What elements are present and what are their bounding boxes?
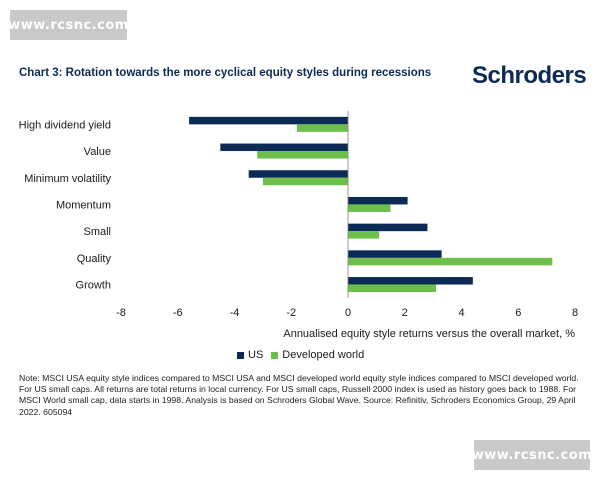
chart-title: Chart 3: Rotation towards the more cycli…: [19, 67, 432, 79]
legend-label-us: US: [248, 349, 264, 361]
legend-swatch-us: [237, 351, 244, 359]
x-tick-label: -4: [230, 307, 240, 319]
legend-label-developed-world: Developed world: [282, 349, 365, 361]
bar-developed-world-small: [348, 231, 380, 239]
bar-developed-world-growth: [348, 284, 436, 293]
bar-developed-world-value: [257, 151, 348, 159]
bar-us-high-dividend-yield: [189, 116, 348, 125]
bar-us-quality: [348, 250, 442, 258]
brand-logo: Schroders: [472, 62, 587, 89]
legend-swatch-developed-world: [271, 351, 279, 359]
x-tick-label: 0: [345, 307, 351, 319]
category-label-quality: Quality: [77, 253, 112, 265]
legend-item-us: US: [237, 349, 263, 361]
bar-us-minimum-volatility: [248, 170, 348, 178]
legend: US Developed world: [237, 349, 364, 361]
chart-note: Note: MSCI USA equity style indices comp…: [19, 373, 579, 417]
category-label-small: Small: [83, 226, 111, 238]
watermark-top: www.rcsnc.com: [8, 10, 128, 40]
category-label-growth: Growth: [76, 280, 111, 292]
category-label-momentum: Momentum: [56, 199, 111, 211]
x-tick-label: -8: [116, 307, 126, 319]
bar-us-growth: [348, 277, 473, 285]
bar-us-small: [348, 223, 428, 232]
category-label-minimum-volatility: Minimum volatility: [24, 173, 111, 185]
x-tick-label: 2: [402, 307, 408, 319]
bar-us-momentum: [348, 196, 408, 205]
x-axis-label: Annualised equity style returns versus t…: [283, 328, 575, 340]
bar-developed-world-high-dividend-yield: [296, 124, 348, 132]
watermark-bottom: www.rcsnc.com: [472, 440, 592, 470]
bar-developed-world-momentum: [348, 204, 391, 212]
x-tick-label: 4: [458, 307, 464, 319]
x-tick-label: -6: [173, 307, 183, 319]
category-label-high-dividend-yield: High dividend yield: [19, 119, 111, 131]
legend-item-developed-world: Developed world: [271, 349, 364, 361]
category-label-value: Value: [84, 146, 111, 158]
x-tick-label: 8: [572, 307, 578, 319]
bar-us-value: [220, 143, 348, 152]
bar-developed-world-quality: [348, 257, 553, 266]
bar-developed-world-minimum-volatility: [262, 177, 348, 186]
x-tick-label: -2: [286, 307, 296, 319]
x-tick-label: 6: [515, 307, 521, 319]
